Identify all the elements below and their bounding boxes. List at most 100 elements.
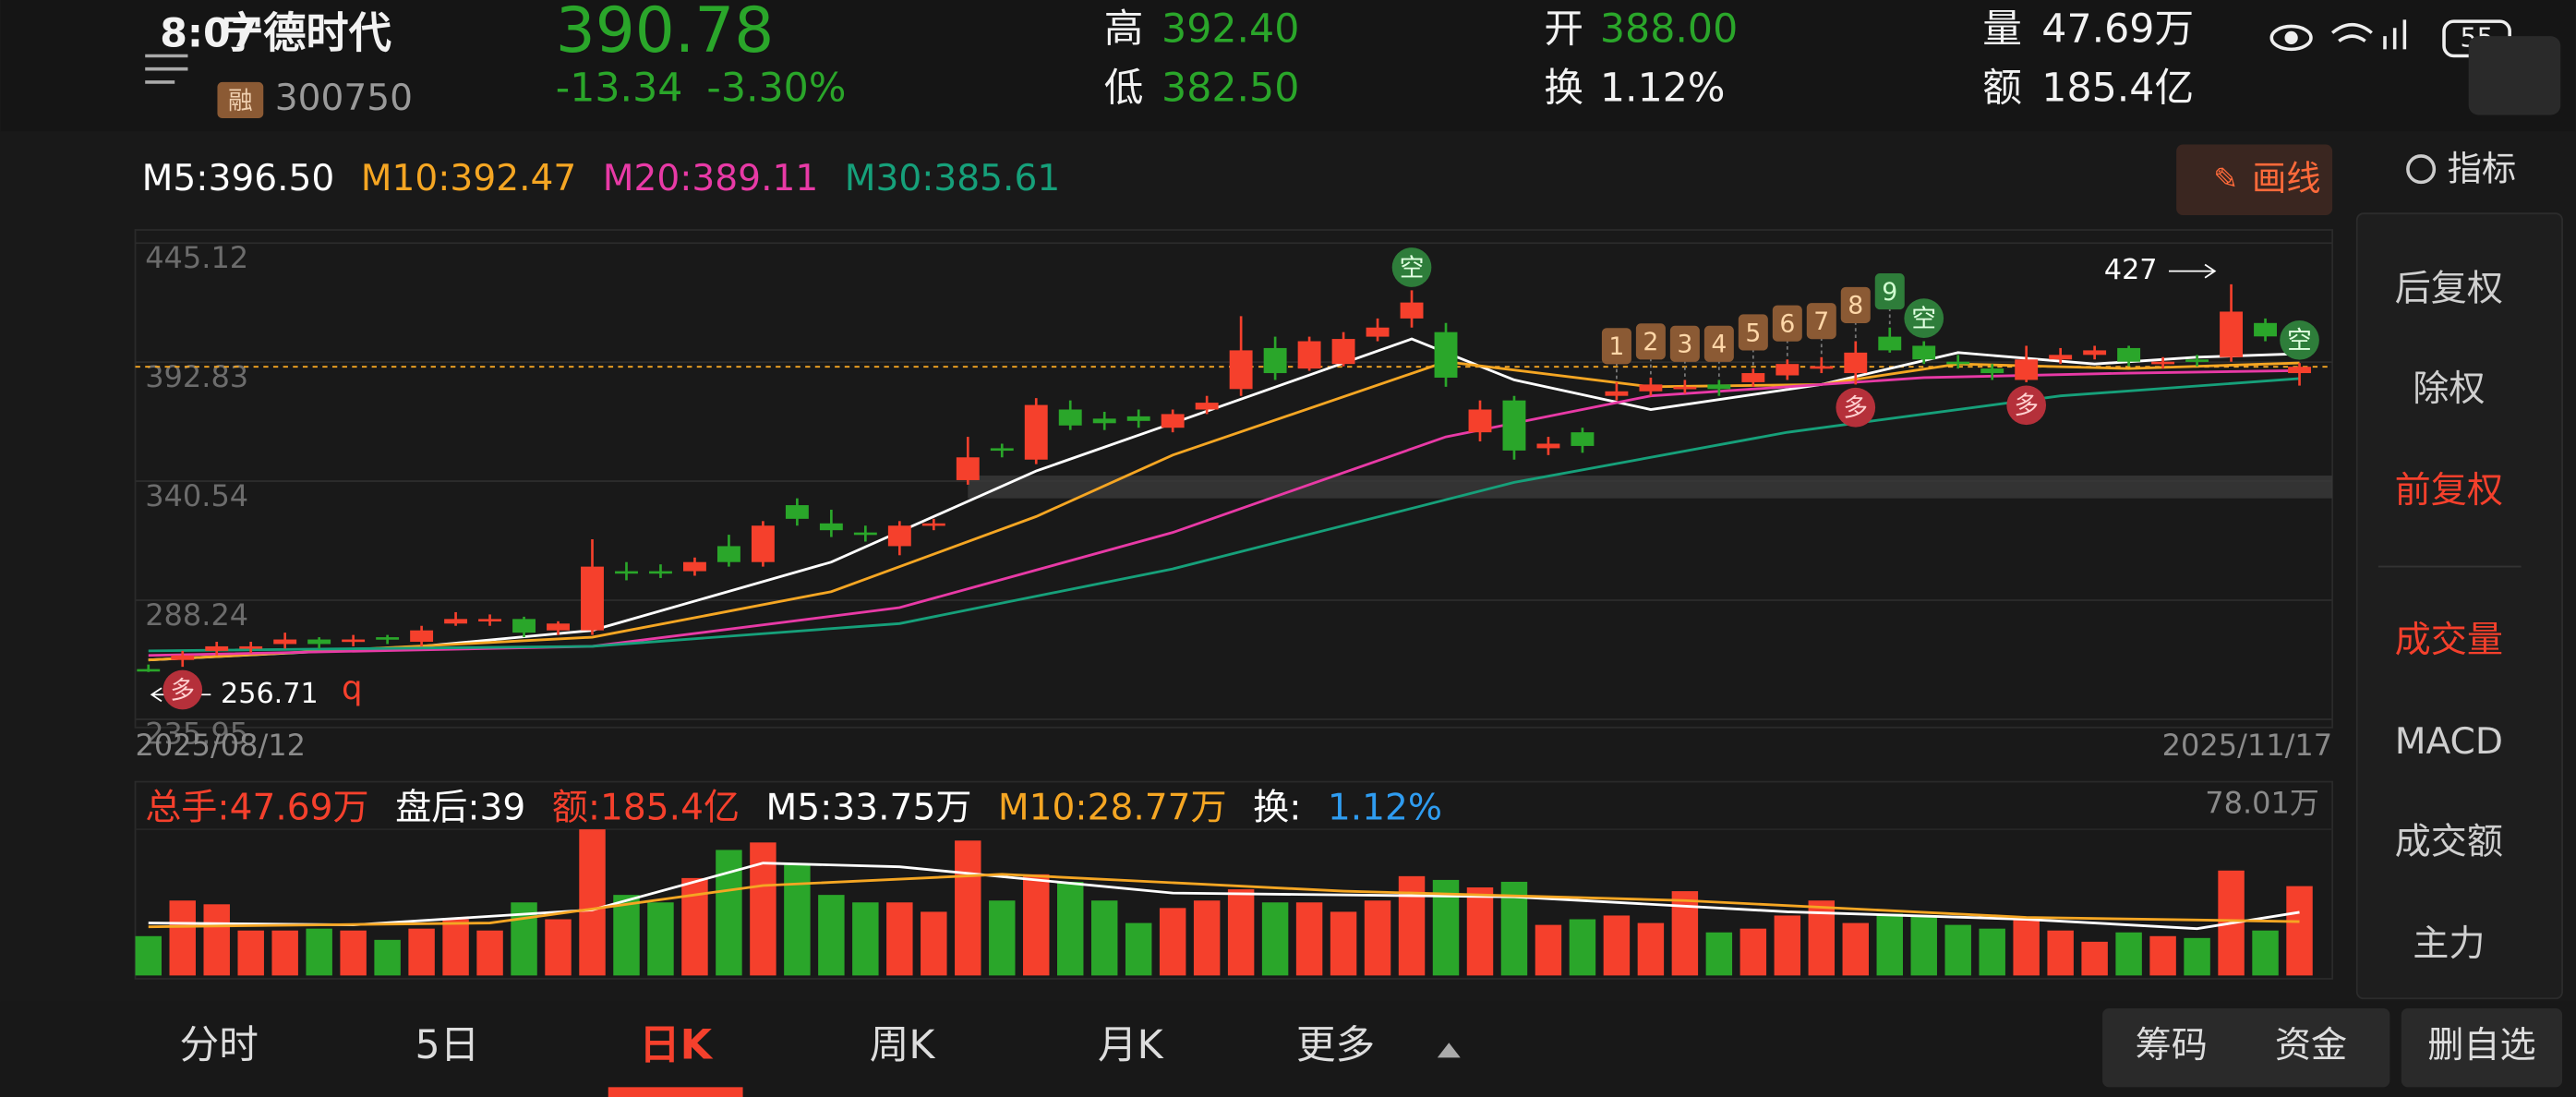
volume-bar bbox=[1159, 908, 1186, 976]
draw-button[interactable] bbox=[2176, 144, 2333, 215]
signal-sell bbox=[2280, 319, 2319, 360]
signal-label: 空 bbox=[1911, 305, 1936, 333]
menu-item[interactable]: 成交量 bbox=[2395, 620, 2503, 661]
signal-label: 5 bbox=[1745, 319, 1761, 347]
value: 1.12% bbox=[1600, 65, 1726, 111]
signal-count bbox=[1738, 314, 1768, 351]
fullscreen-button[interactable] bbox=[2468, 36, 2561, 115]
signal-label: 空 bbox=[2287, 327, 2312, 356]
tab-active[interactable]: 日K bbox=[639, 1022, 713, 1069]
volume-bar bbox=[1295, 902, 1323, 976]
y-tick-label: 340.54 bbox=[145, 478, 248, 513]
candle-body bbox=[512, 619, 536, 633]
signal-label: 1 bbox=[1608, 332, 1624, 361]
candle-body bbox=[2185, 359, 2209, 362]
tab[interactable]: 周K bbox=[870, 1022, 936, 1068]
bottom-button[interactable]: 删自选 bbox=[2427, 1025, 2535, 1067]
signal-sell bbox=[1391, 247, 1432, 287]
volume-bar bbox=[1466, 887, 1494, 976]
volume-bar bbox=[545, 919, 572, 976]
volume-bar bbox=[1193, 900, 1221, 976]
annotation: q bbox=[342, 669, 363, 707]
volume-bar bbox=[852, 902, 879, 976]
volume-bar bbox=[2252, 930, 2279, 976]
candle-body bbox=[1912, 345, 1936, 360]
candle-body bbox=[1946, 361, 1970, 365]
legend-item: 换: bbox=[1253, 787, 1301, 828]
button-group bbox=[2102, 1007, 2390, 1088]
volume-bar bbox=[340, 930, 367, 976]
signal-count bbox=[1840, 286, 1871, 323]
side-menu bbox=[2355, 212, 2563, 1000]
candle-body bbox=[1741, 373, 1765, 382]
candle-body bbox=[2117, 347, 2141, 362]
tab[interactable]: 分时 bbox=[180, 1022, 259, 1068]
legend-item: M30:385.61 bbox=[845, 158, 1061, 199]
legend-item: M10:392.47 bbox=[361, 158, 577, 199]
label: 低 bbox=[1104, 65, 1144, 111]
value: 388.00 bbox=[1600, 6, 1738, 52]
menu-item[interactable]: MACD bbox=[2395, 721, 2503, 763]
tab[interactable]: 更多 bbox=[1296, 1022, 1375, 1068]
candle-body bbox=[1571, 432, 1595, 446]
volume-bar bbox=[2047, 930, 2074, 976]
candle-body bbox=[307, 639, 331, 645]
candle-body bbox=[342, 639, 366, 643]
legend-item: 总手:47.69万 bbox=[145, 787, 368, 828]
signal-label: 9 bbox=[1882, 278, 1897, 307]
volume-bar bbox=[169, 900, 196, 976]
candle-body bbox=[1229, 350, 1253, 390]
bottom-button[interactable]: 资金 bbox=[2275, 1025, 2347, 1067]
legend-item: 盘后:39 bbox=[395, 787, 525, 828]
candle-body bbox=[444, 619, 468, 624]
ma-line bbox=[148, 873, 2300, 929]
candle-body bbox=[1366, 327, 1390, 337]
menu-item[interactable]: 前复权 bbox=[2395, 470, 2503, 512]
tab[interactable]: 月K bbox=[1098, 1022, 1164, 1068]
candle-body bbox=[1331, 339, 1355, 365]
candle-body bbox=[990, 448, 1014, 452]
menu-item[interactable]: 后复权 bbox=[2395, 268, 2503, 309]
volume-bar bbox=[408, 928, 435, 976]
volume-bar bbox=[374, 939, 401, 976]
label: 开 bbox=[1544, 6, 1583, 52]
menu-icon[interactable] bbox=[145, 54, 188, 84]
candle-body bbox=[1092, 418, 1116, 424]
indicator-icon bbox=[2406, 154, 2437, 185]
volume-bar bbox=[1705, 932, 1733, 976]
stock-name: 宁德时代 bbox=[221, 8, 391, 58]
label: 高 bbox=[1104, 6, 1144, 52]
ma-line bbox=[148, 337, 2300, 662]
candle-body bbox=[1810, 366, 1834, 369]
volume-bar bbox=[1364, 900, 1391, 976]
candle-body bbox=[1502, 400, 1526, 451]
status-time: 8:07 bbox=[160, 11, 258, 57]
candle-body bbox=[171, 655, 195, 660]
signal-label: 3 bbox=[1677, 331, 1692, 359]
volume-bar bbox=[442, 919, 469, 976]
header-bg bbox=[0, 0, 2576, 132]
change-pct: -3.30% bbox=[706, 65, 846, 111]
candle-body bbox=[1673, 386, 1697, 390]
menu-item[interactable]: 成交额 bbox=[2395, 822, 2503, 863]
signal-label: 2 bbox=[1643, 328, 1658, 356]
signal-label: 空 bbox=[1400, 254, 1425, 283]
indicator-button[interactable]: 指标 bbox=[2448, 148, 2517, 188]
tab[interactable]: 5日 bbox=[415, 1022, 480, 1068]
bottom-button[interactable]: 筹码 bbox=[2136, 1025, 2208, 1067]
candle-body bbox=[410, 630, 434, 643]
volume-bar bbox=[135, 935, 162, 976]
candle-body bbox=[2288, 367, 2311, 374]
menu-item[interactable]: 主力 bbox=[2413, 923, 2485, 965]
candle-body bbox=[1195, 403, 1219, 410]
volume-bar bbox=[1535, 924, 1562, 976]
candle-body bbox=[921, 523, 945, 526]
menu-item[interactable]: 除权 bbox=[2413, 368, 2485, 410]
volume-bar bbox=[1876, 913, 1903, 976]
candle-body bbox=[205, 645, 229, 651]
candle-body bbox=[2254, 322, 2277, 337]
volume-bar bbox=[613, 895, 640, 976]
volume-bar bbox=[579, 829, 606, 976]
candle-body bbox=[1707, 384, 1731, 390]
